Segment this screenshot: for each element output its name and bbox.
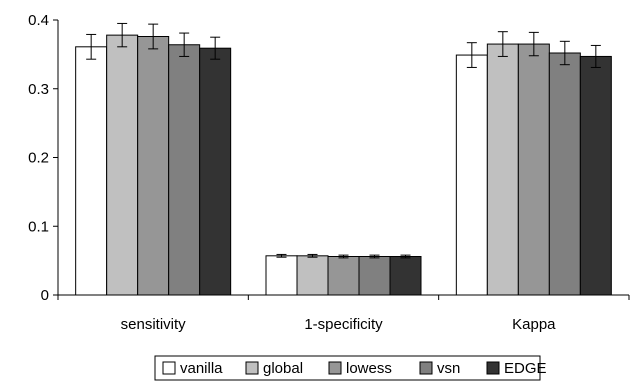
bar-vanilla-0	[75, 46, 108, 296]
legend-label-vanilla: vanilla	[180, 360, 223, 377]
legend-swatch-edge	[486, 361, 500, 375]
legend-label-edge: EDGE	[504, 360, 547, 377]
bar-global-1	[296, 255, 329, 296]
bar-vanilla-2	[455, 54, 488, 296]
x-tick-label: 1-specificity	[304, 316, 383, 333]
bar-global-0	[106, 34, 139, 296]
bar-lowess-0	[137, 36, 170, 296]
legend-swatch-vsn	[419, 361, 433, 375]
legend-box	[154, 355, 541, 381]
legend-label-lowess: lowess	[346, 360, 392, 377]
bar-edge-1	[389, 256, 422, 296]
y-tick-label: 0	[41, 287, 49, 304]
legend-label-vsn: vsn	[437, 360, 460, 377]
legend-swatch-lowess	[328, 361, 342, 375]
legend-label-global: global	[263, 360, 303, 377]
y-tick-label: 0.2	[28, 150, 49, 167]
x-tick-label: sensitivity	[121, 316, 187, 333]
x-axis: sensitivity 1-specificity Kappa	[57, 294, 630, 333]
bar-vsn-1	[358, 256, 391, 296]
legend-swatch-global	[245, 361, 259, 375]
legend: vanilla global lowess vsn EDGE	[154, 355, 547, 381]
bar-vsn-2	[548, 52, 581, 296]
y-axis: 0 0.1 0.2 0.3 0.4	[28, 12, 59, 304]
x-tick-label: Kappa	[512, 316, 556, 333]
bars	[75, 22, 612, 296]
y-tick-label: 0.3	[28, 81, 49, 98]
bar-lowess-1	[327, 256, 360, 296]
y-tick-label: 0.4	[28, 12, 49, 29]
bar-edge-2	[579, 55, 612, 296]
bar-lowess-2	[517, 43, 550, 296]
bar-edge-0	[199, 47, 232, 296]
bar-vanilla-1	[265, 255, 298, 296]
legend-swatch-vanilla	[162, 361, 176, 375]
y-tick-label: 0.1	[28, 218, 49, 235]
bar-global-2	[486, 43, 519, 296]
bar-vsn-0	[168, 44, 201, 296]
